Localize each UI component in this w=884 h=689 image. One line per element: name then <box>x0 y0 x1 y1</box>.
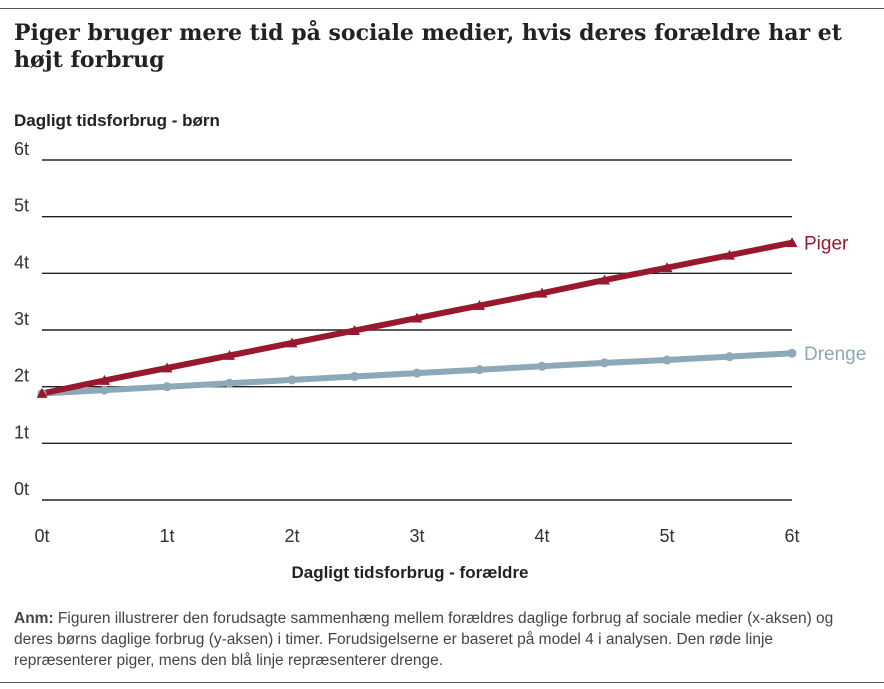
note-label: Anm: <box>14 610 54 627</box>
y-tick-label: 0t <box>14 479 29 499</box>
data-point-drenge <box>537 361 547 371</box>
data-point-drenge <box>412 368 422 378</box>
data-point-drenge <box>287 375 297 385</box>
y-axis-label: Dagligt tidsforbrug - børn <box>14 111 220 130</box>
x-tick-label: 4t <box>534 526 549 546</box>
y-tick-label: 2t <box>14 366 29 386</box>
y-tick-label: 3t <box>14 309 29 329</box>
x-tick-label: 3t <box>409 526 424 546</box>
bottom-rule <box>0 682 884 683</box>
data-point-drenge <box>225 378 234 388</box>
top-rule <box>0 8 884 9</box>
data-point-drenge <box>600 358 609 368</box>
data-point-drenge <box>162 382 172 392</box>
data-point-piger <box>99 374 110 385</box>
data-point-piger <box>286 337 298 348</box>
data-point-drenge <box>100 385 109 395</box>
data-point-piger <box>36 387 48 398</box>
data-point-drenge <box>787 348 797 358</box>
series-label-piger: Piger <box>804 234 849 255</box>
data-point-piger <box>724 249 735 260</box>
y-tick-labels: 0t 1t 2t 3t 4t 5t 6t <box>14 139 29 499</box>
note-text: Figuren illustrerer den forudsagte samme… <box>14 610 834 669</box>
data-point-piger <box>536 287 548 298</box>
series-label-drenge: Drenge <box>804 344 866 365</box>
y-tick-label: 5t <box>14 196 29 216</box>
y-tick-label: 1t <box>14 422 29 442</box>
data-point-drenge <box>475 365 484 375</box>
series-markers <box>36 237 798 398</box>
data-point-drenge <box>350 371 359 381</box>
data-point-piger <box>411 312 423 323</box>
y-tick-label: 6t <box>14 139 29 159</box>
data-point-piger <box>349 325 360 335</box>
data-point-piger <box>224 350 235 360</box>
series-labels: Drenge Piger <box>804 234 866 366</box>
data-point-piger <box>161 362 173 373</box>
data-point-drenge <box>725 352 734 362</box>
chart-note: Anm: Figuren illustrerer den forudsagte … <box>14 608 874 671</box>
data-point-drenge <box>662 355 672 365</box>
line-chart: Dagligt tidsforbrug - børn 0t 1t 2t 3t 4t 5t 6… <box>14 111 866 582</box>
x-tick-label: 2t <box>284 526 299 546</box>
data-point-piger <box>786 237 798 248</box>
x-tick-labels: 0t 1t 2t 3t 4t 5t 6t <box>34 526 799 546</box>
chart-title: Piger bruger mere tid på sociale medier,… <box>14 20 842 73</box>
x-tick-label: 1t <box>159 526 174 546</box>
gridlines <box>42 159 792 501</box>
x-tick-label: 5t <box>659 526 674 546</box>
y-tick-label: 4t <box>14 252 29 272</box>
x-tick-label: 0t <box>34 526 49 546</box>
x-axis-label: Dagligt tidsforbrug - forældre <box>291 563 528 582</box>
data-point-piger <box>599 274 610 285</box>
data-point-piger <box>474 300 485 311</box>
data-point-piger <box>661 262 673 273</box>
x-tick-label: 6t <box>784 526 799 546</box>
